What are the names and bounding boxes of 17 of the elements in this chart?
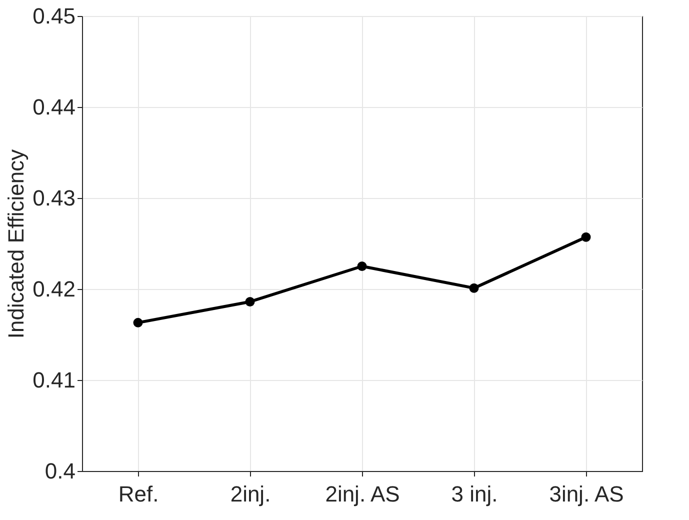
x-tick-label: 3inj. AS — [549, 482, 624, 506]
y-axis-title: Indicated Efficiency — [4, 149, 29, 339]
x-tick-label: 2inj. — [230, 482, 271, 506]
y-tick-label: 0.45 — [32, 4, 76, 28]
x-tick-label: Ref. — [118, 482, 159, 506]
y-tick-label: 0.44 — [32, 94, 76, 120]
y-tick-label: 0.43 — [32, 186, 76, 210]
y-tick-label: 0.41 — [32, 368, 76, 392]
point — [469, 283, 479, 293]
y-tick-label: 0.4 — [44, 458, 76, 484]
point — [245, 297, 255, 306]
point — [581, 232, 591, 242]
x-tick-label: 2inj. AS — [325, 482, 400, 506]
y-tick-label: 0.42 — [32, 276, 76, 302]
x-tick-label: 3 inj. — [451, 482, 498, 506]
point — [133, 318, 143, 328]
point — [357, 262, 367, 271]
